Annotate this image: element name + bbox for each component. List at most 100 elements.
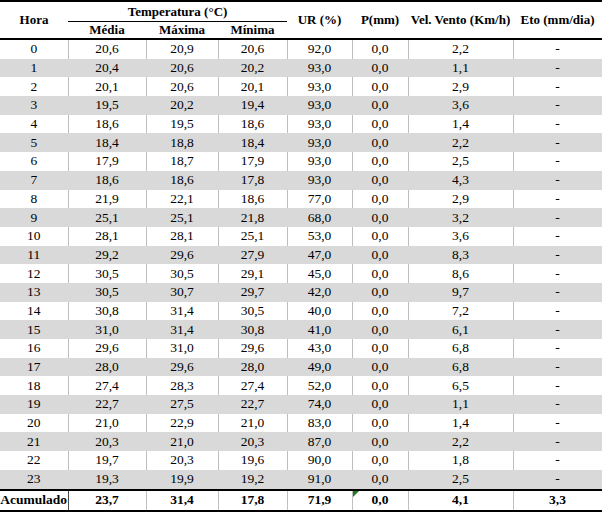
cell-hora: 23 <box>0 470 68 490</box>
cell-maxima: 22,1 <box>146 190 218 209</box>
cell-minima: 20,3 <box>218 432 287 451</box>
cell-eto: - <box>513 190 602 209</box>
cell-p: 0,0 <box>352 339 408 358</box>
table-row: 1230,530,529,145,00,08,6- <box>0 264 602 283</box>
cell-maxima: 30,5 <box>146 264 218 283</box>
cell-minima: 19,6 <box>218 451 287 470</box>
cell-media: 21,0 <box>68 414 146 433</box>
cell-hora: 6 <box>0 152 68 171</box>
cell-vel-vento: 3,6 <box>408 227 513 246</box>
cell-vel-vento: 9,7 <box>408 283 513 302</box>
cell-p: 0,0 <box>352 227 408 246</box>
table-row: 518,418,818,493,00,02,2- <box>0 133 602 152</box>
table-row: 1430,831,430,540,00,07,2- <box>0 302 602 321</box>
cell-eto: - <box>513 339 602 358</box>
cell-eto: - <box>513 302 602 321</box>
cell-vel-vento: 2,5 <box>408 152 513 171</box>
cell-p: 0,0 <box>352 208 408 227</box>
cell-maxima: 19,9 <box>146 470 218 490</box>
cell-maxima: 29,6 <box>146 358 218 377</box>
cell-hora: 3 <box>0 96 68 115</box>
cell-p: 0,0 <box>352 451 408 470</box>
cell-eto: - <box>513 451 602 470</box>
cell-ur: 45,0 <box>287 264 352 283</box>
cell-p: 0,0 <box>352 171 408 190</box>
cell-ur: 93,0 <box>287 133 352 152</box>
table-row: 319,520,219,493,00,03,6- <box>0 96 602 115</box>
cell-hora: 22 <box>0 451 68 470</box>
cell-minima: 18,4 <box>218 133 287 152</box>
cell-eto: - <box>513 227 602 246</box>
cell-vel-vento: 3,2 <box>408 208 513 227</box>
cell-maxima: 20,6 <box>146 77 218 96</box>
cell-hora: 4 <box>0 115 68 134</box>
cell-eto: - <box>513 432 602 451</box>
cell-minima: 20,6 <box>218 39 287 59</box>
cell-ur: 43,0 <box>287 339 352 358</box>
cell-p: 0,0 <box>352 395 408 414</box>
cell-p: 0,0 <box>352 59 408 78</box>
cell-media: 25,1 <box>68 208 146 227</box>
cell-vel-vento: 1,4 <box>408 414 513 433</box>
cell-minima: 25,1 <box>218 227 287 246</box>
cell-eto: - <box>513 59 602 78</box>
cell-hora: 16 <box>0 339 68 358</box>
cell-hora: 10 <box>0 227 68 246</box>
cell-maxima: 18,8 <box>146 133 218 152</box>
table-row: 821,922,118,677,00,02,9- <box>0 190 602 209</box>
footer-cell-p-value: 0,0 <box>372 492 389 507</box>
cell-eto: - <box>513 358 602 377</box>
cell-ur: 52,0 <box>287 376 352 395</box>
cell-ur: 93,0 <box>287 115 352 134</box>
table-row: 2319,319,919,291,00,02,5- <box>0 470 602 490</box>
cell-minima: 27,4 <box>218 376 287 395</box>
footer-label-acumulado: Acumulado <box>0 490 68 512</box>
cell-minima: 27,9 <box>218 246 287 265</box>
cell-hora: 8 <box>0 190 68 209</box>
table-row: 1728,029,628,049,00,06,8- <box>0 358 602 377</box>
cell-hora: 1 <box>0 59 68 78</box>
cell-ur: 41,0 <box>287 320 352 339</box>
cell-p: 0,0 <box>352 96 408 115</box>
table-row: 1028,128,125,153,00,03,6- <box>0 227 602 246</box>
table-row: 2219,720,319,690,00,01,8- <box>0 451 602 470</box>
cell-media: 30,5 <box>68 264 146 283</box>
cell-media: 18,6 <box>68 171 146 190</box>
table-row: 020,620,920,692,00,02,2- <box>0 39 602 59</box>
cell-hora: 18 <box>0 376 68 395</box>
col-header-vel-vento: Vel. Vento (Km/h) <box>408 1 513 39</box>
cell-media: 28,1 <box>68 227 146 246</box>
table-row: 1129,229,627,947,00,08,3- <box>0 246 602 265</box>
cell-vel-vento: 8,3 <box>408 246 513 265</box>
cell-p: 0,0 <box>352 133 408 152</box>
cell-maxima: 18,7 <box>146 152 218 171</box>
cell-media: 28,0 <box>68 358 146 377</box>
cell-media: 20,1 <box>68 77 146 96</box>
cell-eto: - <box>513 376 602 395</box>
cell-maxima: 30,7 <box>146 283 218 302</box>
cell-ur: 91,0 <box>287 470 352 490</box>
cell-p: 0,0 <box>352 115 408 134</box>
cell-hora: 2 <box>0 77 68 96</box>
cell-minima: 21,8 <box>218 208 287 227</box>
footer-cell-media: 23,7 <box>68 490 146 512</box>
cell-media: 22,7 <box>68 395 146 414</box>
cell-vel-vento: 2,9 <box>408 77 513 96</box>
cell-eto: - <box>513 171 602 190</box>
col-header-media: Média <box>68 22 146 40</box>
cell-minima: 17,9 <box>218 152 287 171</box>
cell-maxima: 28,1 <box>146 227 218 246</box>
table-row: 1827,428,327,452,00,06,5- <box>0 376 602 395</box>
weather-data-table: Hora Temperatura (°C) UR (%) P(mm) Vel. … <box>0 0 602 512</box>
footer-cell-maxima: 31,4 <box>146 490 218 512</box>
cell-eto: - <box>513 39 602 59</box>
cell-hora: 11 <box>0 246 68 265</box>
cell-vel-vento: 6,8 <box>408 339 513 358</box>
cell-vel-vento: 3,6 <box>408 96 513 115</box>
cell-vel-vento: 6,1 <box>408 320 513 339</box>
cell-minima: 29,7 <box>218 283 287 302</box>
cell-vel-vento: 4,3 <box>408 171 513 190</box>
cell-eto: - <box>513 208 602 227</box>
cell-p: 0,0 <box>352 414 408 433</box>
cell-maxima: 31,4 <box>146 302 218 321</box>
